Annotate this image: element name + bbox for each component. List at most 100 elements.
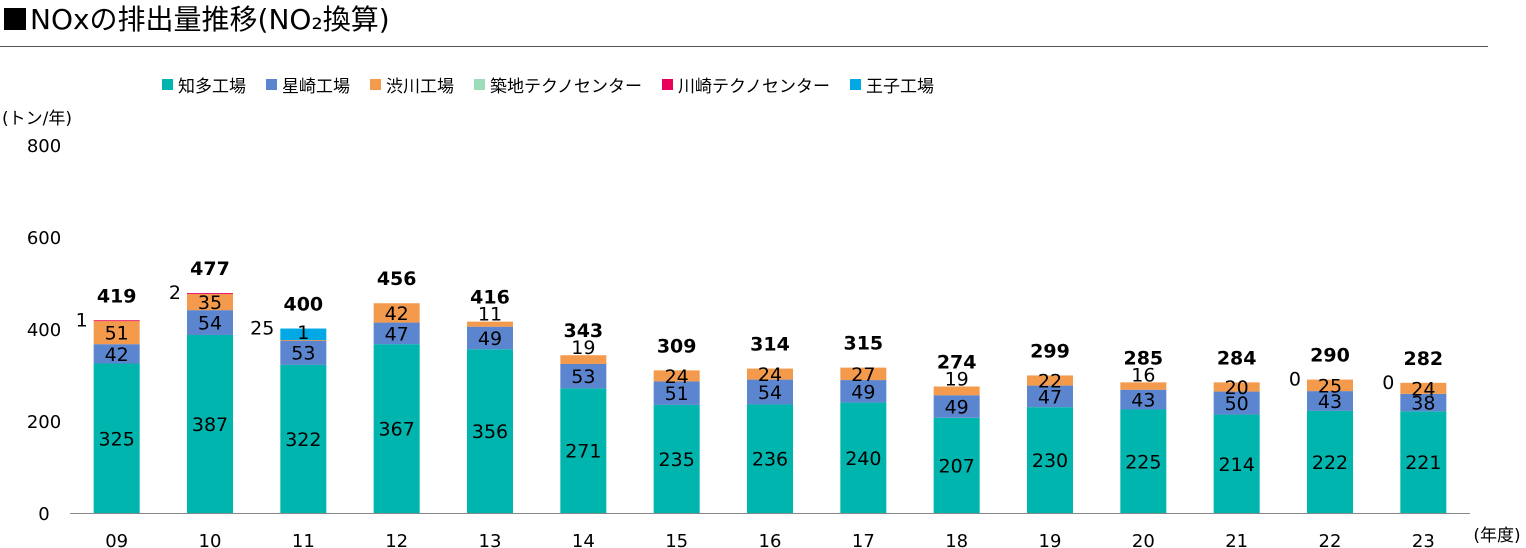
bar-segment: [373, 322, 420, 345]
data-label: 22: [1038, 371, 1062, 393]
data-label: 53: [571, 366, 595, 388]
legend-swatch: [370, 78, 381, 90]
bar-segment: [747, 379, 793, 405]
legend-item: 星崎工場: [266, 72, 350, 97]
legend-swatch: [474, 78, 485, 90]
x-tick-label: 20: [1132, 531, 1155, 548]
total-label: 274: [937, 352, 977, 374]
total-label: 309: [657, 335, 697, 357]
side-data-label: 25: [250, 318, 274, 340]
x-tick-label: 18: [945, 531, 968, 548]
bar-segment: [1307, 391, 1353, 411]
data-label: 42: [105, 344, 129, 366]
data-label: 235: [659, 449, 695, 471]
bar-segment: [1027, 375, 1073, 386]
x-tick-label: 12: [385, 531, 408, 548]
legend-swatch: [849, 78, 861, 90]
bar-segment: [1213, 414, 1260, 513]
data-label: 20: [1225, 377, 1249, 399]
bar-segment: [187, 293, 233, 295]
chart-title: NOxの排出量推移(NO₂換算): [4, 0, 390, 40]
bar-segment: [1213, 391, 1260, 415]
bar-segment: [747, 404, 793, 513]
side-data-label: 0: [1289, 369, 1301, 391]
data-label: 19: [571, 337, 595, 359]
data-label: 16: [1131, 364, 1155, 386]
data-label: 47: [1038, 386, 1062, 408]
total-label: 299: [1030, 340, 1070, 362]
bar-segment: [93, 363, 140, 513]
data-label: 230: [1032, 450, 1068, 472]
total-label: 456: [377, 268, 417, 290]
bar-segment: [280, 328, 327, 341]
x-tick-label: 21: [1225, 531, 1248, 548]
x-axis-unit-label: (年度): [1473, 526, 1520, 546]
x-tick-label: 22: [1319, 531, 1342, 548]
legend-swatch: [661, 78, 673, 90]
legend-label: 築地テクノセンター: [490, 76, 642, 97]
bar-segment: [93, 320, 140, 345]
legend-swatch: [162, 78, 173, 90]
total-label: 290: [1310, 345, 1350, 367]
data-label: 387: [192, 414, 228, 436]
y-tick-label: 400: [27, 320, 61, 341]
data-label: 38: [1411, 393, 1435, 415]
x-tick-label: 16: [759, 531, 782, 548]
total-label: 343: [563, 320, 603, 342]
bar-segment: [1120, 409, 1167, 513]
data-label: 25: [1318, 375, 1342, 397]
bar-segment: [187, 294, 233, 311]
bar-segment: [1400, 411, 1447, 513]
data-label: 24: [758, 364, 782, 386]
bar-segment: [1120, 382, 1167, 390]
x-tick-label: 14: [572, 531, 595, 548]
bar-segment: [467, 326, 513, 350]
data-label: 325: [99, 428, 135, 450]
data-label: 50: [1225, 393, 1249, 415]
bar-segment: [1400, 393, 1447, 412]
data-label: 356: [472, 421, 508, 443]
data-label: 53: [291, 343, 315, 365]
legend-label: 川崎テクノセンター: [677, 76, 830, 97]
bar-segment: [653, 381, 700, 405]
bar-segment: [373, 344, 420, 513]
bar-segment: [933, 395, 980, 418]
data-label: 214: [1219, 454, 1255, 476]
x-tick-label: 17: [852, 531, 875, 548]
data-label: 24: [665, 366, 689, 388]
total-label: 282: [1403, 348, 1443, 370]
bar-segment: [653, 370, 700, 382]
side-data-label: 1: [76, 309, 88, 331]
chart-title-text: NOxの排出量推移(NO₂換算): [30, 3, 390, 36]
legend-label: 渋川工場: [386, 76, 454, 97]
data-label: 240: [845, 448, 881, 470]
data-label: 225: [1125, 451, 1161, 473]
legend-swatch: [266, 78, 277, 90]
bar-segment: [840, 380, 887, 403]
bar-segment: [560, 363, 607, 389]
bar-segment: [747, 368, 793, 380]
data-label: 322: [285, 429, 321, 451]
side-data-label: 0: [1382, 372, 1394, 394]
data-label: 54: [758, 382, 782, 404]
data-label: 51: [105, 322, 129, 344]
y-tick-label: 200: [27, 412, 61, 433]
data-label: 19: [945, 369, 969, 391]
data-label: 11: [478, 304, 502, 326]
bar-segment: [840, 367, 887, 381]
data-label: 236: [752, 449, 788, 471]
bar-segment: [280, 340, 327, 341]
title-square-icon: [4, 8, 26, 30]
side-data-label: 2: [169, 282, 181, 304]
legend-item: 渋川工場: [370, 72, 454, 97]
data-label: 54: [198, 313, 222, 335]
bar-segment: [1027, 407, 1073, 513]
bar-segment: [467, 321, 513, 327]
total-label: 315: [843, 333, 883, 355]
data-label: 43: [1131, 390, 1155, 412]
total-label: 284: [1217, 347, 1257, 369]
data-label: 27: [851, 364, 875, 386]
data-label: 49: [851, 381, 875, 403]
legend-label: 王子工場: [865, 76, 934, 97]
